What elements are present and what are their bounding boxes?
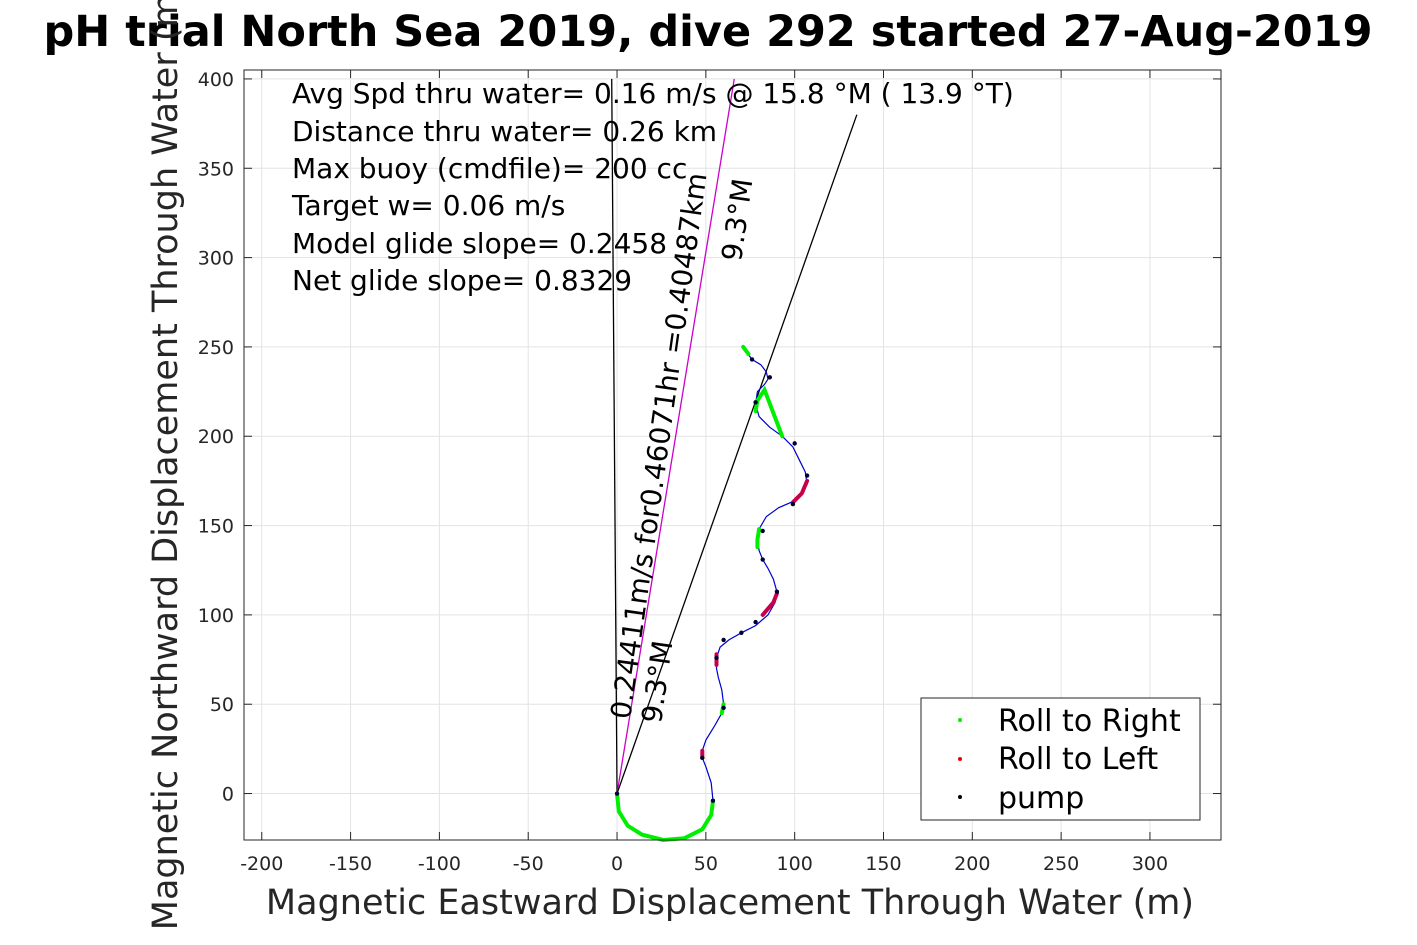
roll-right-segment [753, 385, 785, 439]
annotation-block: Avg Spd thru water= 0.16 m/s @ 15.8 °M (… [291, 77, 1014, 297]
pump-point [753, 619, 758, 625]
pump-point [749, 357, 755, 362]
y-tick-label: 400 [198, 69, 234, 91]
pump-point [760, 557, 765, 562]
pump-point [710, 798, 716, 803]
legend-label-roll-right: Roll to Right [998, 704, 1181, 739]
pump-point [767, 375, 773, 380]
reference-lines [611, 78, 858, 794]
plot-frame [243, 69, 1222, 841]
x-tick-label: -200 [240, 853, 283, 875]
legend-marker-roll-right [958, 718, 962, 722]
y-tick-label: 0 [222, 784, 234, 806]
y-tick-label: 100 [198, 605, 234, 627]
pump-point [614, 791, 620, 796]
legend-label-pump: pump [998, 781, 1084, 816]
y-tick-label: 300 [198, 248, 234, 270]
legend-marker-pump [958, 795, 962, 799]
pump-point [753, 400, 758, 405]
pump-point [792, 441, 797, 446]
annotation-model-glide: Model glide slope= 0.2458 [292, 227, 667, 260]
y-tick-label: 200 [198, 426, 234, 448]
annotation-net-glide: Net glide slope= 0.8329 [292, 264, 632, 297]
annotation-avg-speed: Avg Spd thru water= 0.16 m/s @ 15.8 °M (… [292, 77, 1014, 110]
legend-box [920, 697, 1201, 821]
x-tick-label: 250 [1043, 853, 1079, 875]
reference-line-0 [611, 78, 618, 794]
x-tick-label: 300 [1132, 853, 1168, 875]
x-tick-label: 150 [865, 853, 901, 875]
y-axis-ticks: 0 50 100 150 200 250 300 350 400 [198, 69, 1221, 806]
pump-point [700, 755, 705, 761]
x-tick-label: 0 [611, 853, 623, 875]
x-tick-label: 50 [694, 853, 718, 875]
pump-point [774, 589, 780, 594]
roll-left-segment [760, 591, 779, 617]
roll-right-segment [741, 344, 751, 357]
pump-point [760, 528, 765, 534]
annotation-distance: Distance thru water= 0.26 km [292, 115, 717, 148]
chart-title: pH trial North Sea 2019, dive 292 starte… [43, 7, 1372, 57]
annotation-max-buoy: Max buoy (cmdfile)= 200 cc [292, 152, 687, 185]
annotation-target-w: Target w= 0.06 m/s [291, 189, 565, 222]
x-tick-label: -50 [513, 853, 544, 875]
pump-point [721, 705, 726, 710]
x-axis-label: Magnetic Eastward Displacement Through W… [266, 883, 1194, 923]
y-tick-label: 350 [198, 158, 234, 180]
pump-point [739, 630, 744, 635]
legend-marker-roll-left [958, 757, 962, 761]
y-tick-label: 250 [198, 337, 234, 359]
x-tick-label: 200 [954, 853, 990, 875]
x-tick-label: -100 [418, 853, 461, 875]
pump-point [721, 637, 726, 643]
pump-point [790, 501, 796, 507]
x-axis-ticks: -200 -150 -100 -50 0 50 100 150 200 250 300 [240, 70, 1168, 875]
legend: Roll to Right Roll to Left pump [920, 697, 1201, 821]
x-tick-label: 100 [777, 853, 813, 875]
pump-markers [614, 357, 810, 803]
pump-point [804, 473, 810, 478]
y-tick-label: 50 [210, 694, 234, 716]
reference-line-2 [616, 114, 858, 794]
pump-point [714, 655, 719, 660]
roll-left-segment [790, 478, 810, 505]
y-tick-label: 150 [198, 516, 234, 538]
roll-right-segment [755, 527, 762, 549]
x-tick-label: -150 [329, 853, 372, 875]
reference-line-1 [616, 78, 735, 794]
legend-label-roll-left: Roll to Left [998, 742, 1158, 777]
y-axis-label: Magnetic Northward Displacement Through … [146, 0, 186, 930]
